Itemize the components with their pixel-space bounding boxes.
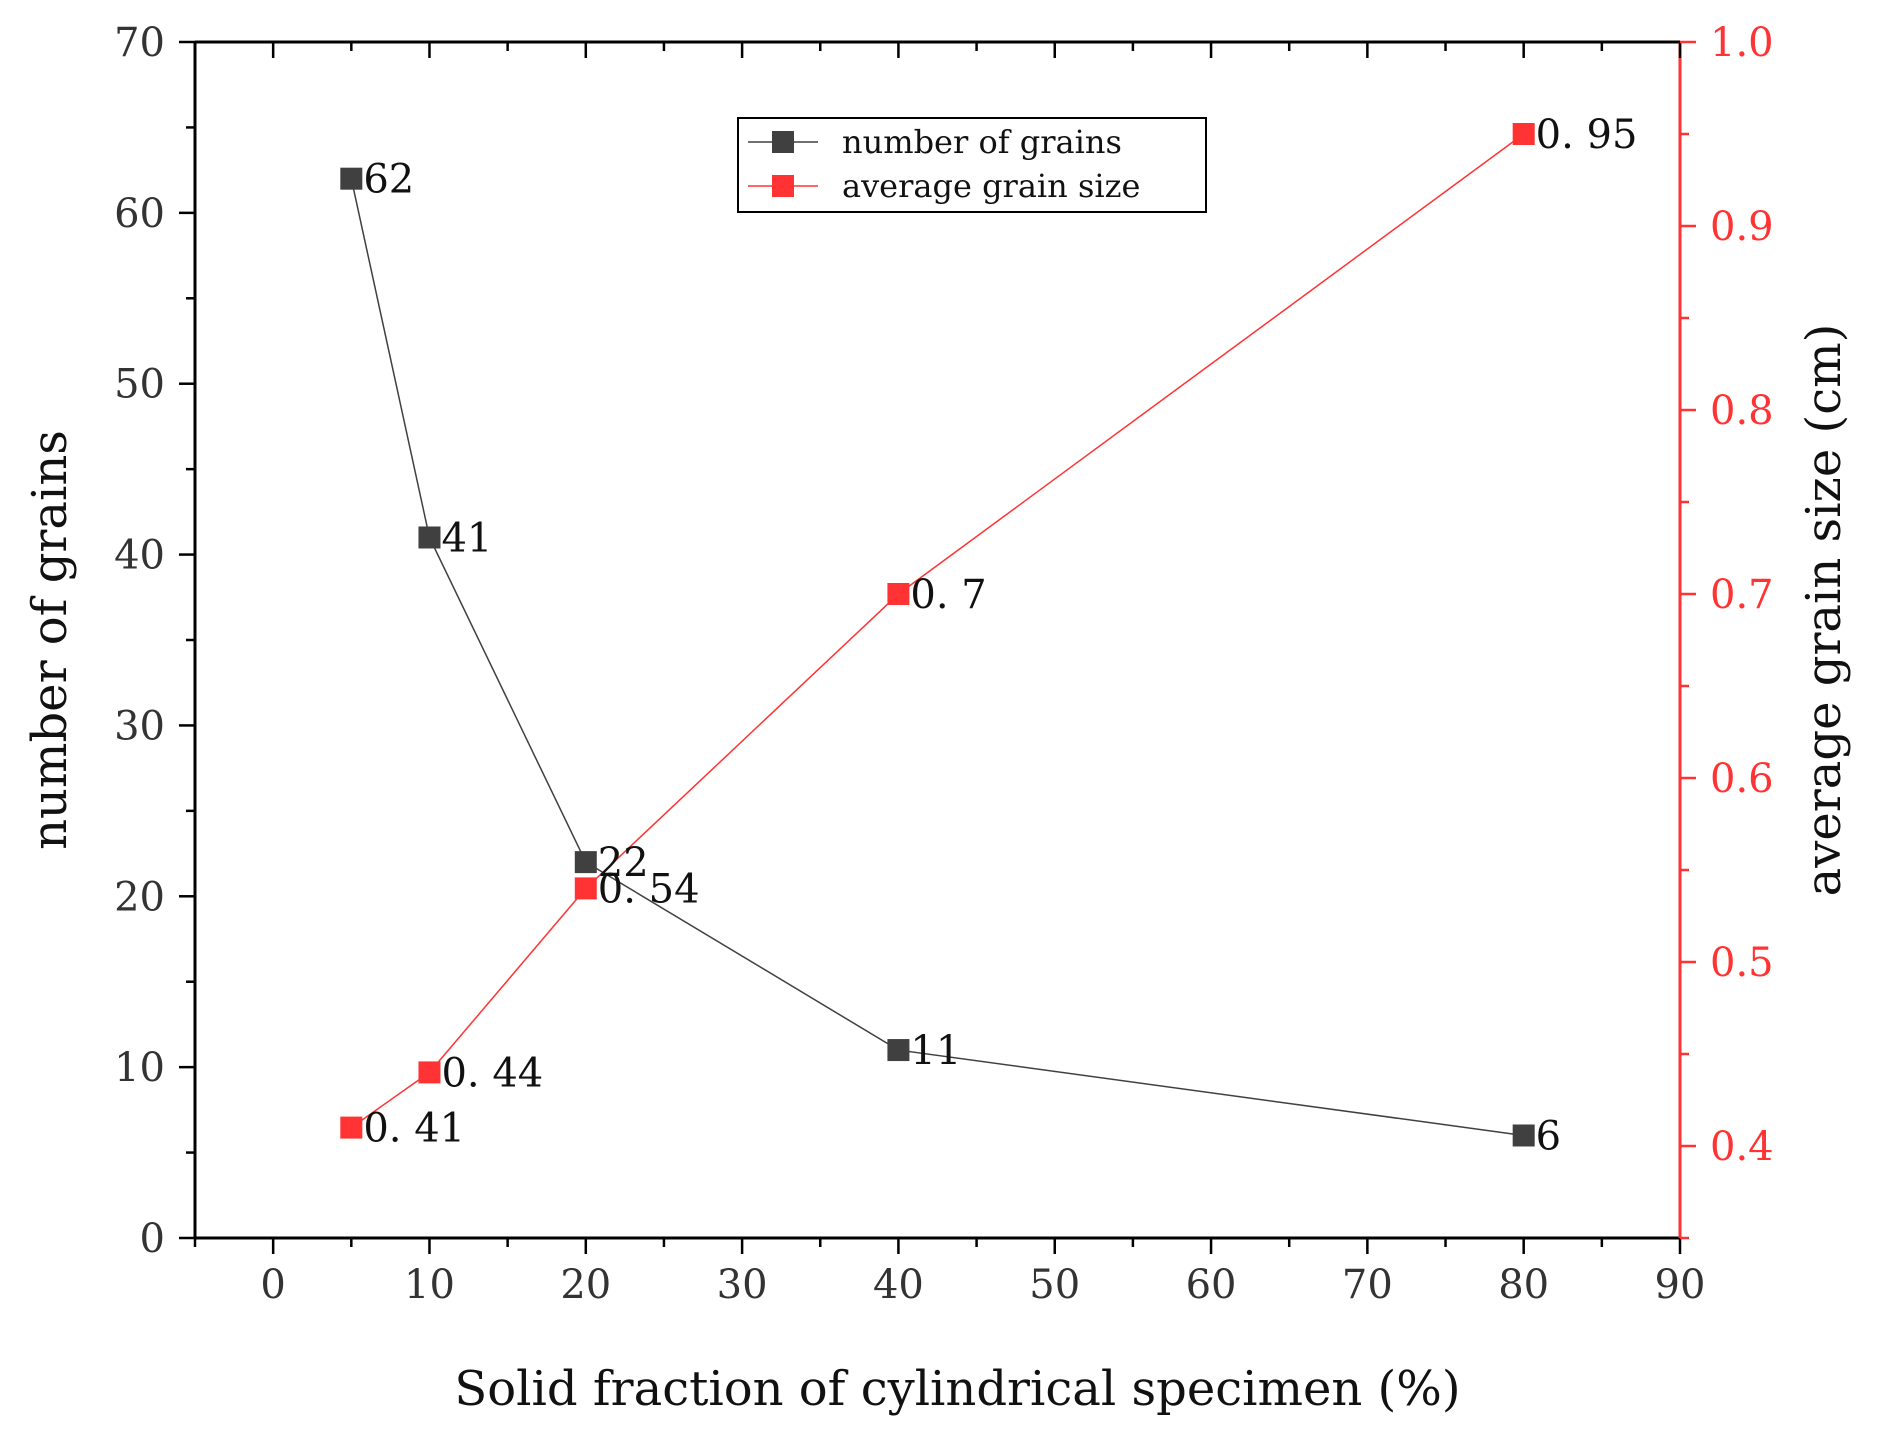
- legend: number of grains average grain size: [737, 117, 1207, 213]
- data-label-average-grain-size: 0. 95: [1536, 112, 1638, 158]
- y-right-tick-label: 0.9: [1710, 204, 1774, 250]
- data-point-number-of-grains: [1512, 1124, 1535, 1147]
- y-left-tick-label: 40: [114, 533, 165, 579]
- x-tick-label: 50: [1029, 1262, 1080, 1308]
- y-left-tick-label: 20: [114, 874, 165, 920]
- data-point-number-of-grains: [418, 526, 441, 549]
- x-tick-label: 30: [717, 1262, 768, 1308]
- x-tick-label: 20: [560, 1262, 611, 1308]
- y-left-tick-label: 0: [140, 1216, 165, 1262]
- y-left-tick-label: 30: [114, 703, 165, 749]
- series-line-number-of-grains: [350, 178, 1524, 1137]
- x-tick-label: 90: [1655, 1262, 1706, 1308]
- data-label-average-grain-size: 0. 54: [598, 866, 700, 912]
- x-tick-label: 60: [1186, 1262, 1237, 1308]
- y-axis-right-title: average grain size (cm): [1796, 324, 1852, 897]
- data-point-average-grain-size: [887, 583, 910, 605]
- series-layer: [340, 123, 1535, 1147]
- y-right-tick-label: 0.8: [1710, 388, 1774, 434]
- data-label-average-grain-size: 0. 44: [441, 1050, 543, 1096]
- x-axis-title: Solid fraction of cylindrical specimen (…: [454, 1361, 1460, 1417]
- y-right-tick-label: 0.4: [1710, 1124, 1774, 1170]
- data-label-number-of-grains: 11: [910, 1028, 961, 1074]
- data-label-average-grain-size: 0. 41: [363, 1106, 465, 1152]
- data-point-number-of-grains: [574, 851, 597, 874]
- data-label-number-of-grains: 6: [1536, 1113, 1561, 1159]
- x-tick-label: 80: [1498, 1262, 1549, 1308]
- data-point-average-grain-size: [1512, 123, 1535, 145]
- series-line-average-grain-size: [350, 133, 1525, 1129]
- data-point-average-grain-size: [574, 877, 597, 900]
- y-right-tick-label: 1.0: [1710, 20, 1774, 66]
- data-point-average-grain-size: [418, 1061, 441, 1084]
- data-label-number-of-grains: 22: [598, 840, 649, 886]
- x-tick-label: 10: [404, 1262, 455, 1308]
- y-left-tick-label: 10: [114, 1045, 165, 1091]
- y-right-tick-label: 0.5: [1710, 940, 1774, 986]
- legend-entry-label: average grain size: [842, 167, 1140, 205]
- x-tick-label: 40: [873, 1262, 924, 1308]
- legend-box: [737, 117, 1207, 213]
- legend-entry-label: number of grains: [842, 123, 1122, 161]
- axes-layer: 0 10 20 30 40 50 60 70 80 90 0 10 20 30 40 50 60 70 0.4 0.5…: [114, 20, 1774, 1308]
- y-left-tick-label: 50: [114, 362, 165, 408]
- y-left-tick-label: 70: [114, 20, 165, 66]
- y-right-tick-label: 0.6: [1710, 756, 1774, 802]
- x-tick-label: 0: [260, 1262, 285, 1308]
- data-label-average-grain-size: 0. 7: [910, 572, 986, 618]
- data-point-number-of-grains: [887, 1039, 910, 1062]
- legend-marker: [772, 131, 794, 153]
- y-right-tick-label: 0.7: [1710, 572, 1774, 618]
- data-point-average-grain-size: [340, 1116, 363, 1139]
- x-tick-label: 70: [1342, 1262, 1393, 1308]
- data-labels-layer: 62 41 22 11 6 0. 41 0. 44 0. 54 0. 7 0. 95: [363, 112, 1637, 1159]
- data-label-number-of-grains: 41: [441, 515, 492, 561]
- data-label-number-of-grains: 62: [363, 157, 414, 203]
- legend-marker: [772, 175, 794, 197]
- y-axis-left-title: number of grains: [22, 430, 78, 850]
- data-point-number-of-grains: [340, 167, 363, 190]
- y-left-tick-label: 60: [114, 191, 165, 237]
